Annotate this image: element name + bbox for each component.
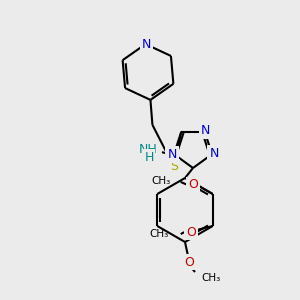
Text: CH₃: CH₃: [152, 176, 171, 186]
Text: O: O: [186, 226, 196, 238]
Text: S: S: [170, 160, 178, 173]
Text: H: H: [144, 151, 154, 164]
Text: CH₃: CH₃: [201, 273, 220, 283]
Text: CH₃: CH₃: [149, 229, 169, 239]
Text: O: O: [188, 178, 198, 191]
Text: NH: NH: [139, 143, 158, 156]
Text: O: O: [184, 256, 194, 268]
Text: N: N: [142, 38, 151, 51]
Text: N: N: [209, 147, 219, 160]
Text: N: N: [201, 124, 210, 137]
Text: N: N: [167, 148, 177, 161]
